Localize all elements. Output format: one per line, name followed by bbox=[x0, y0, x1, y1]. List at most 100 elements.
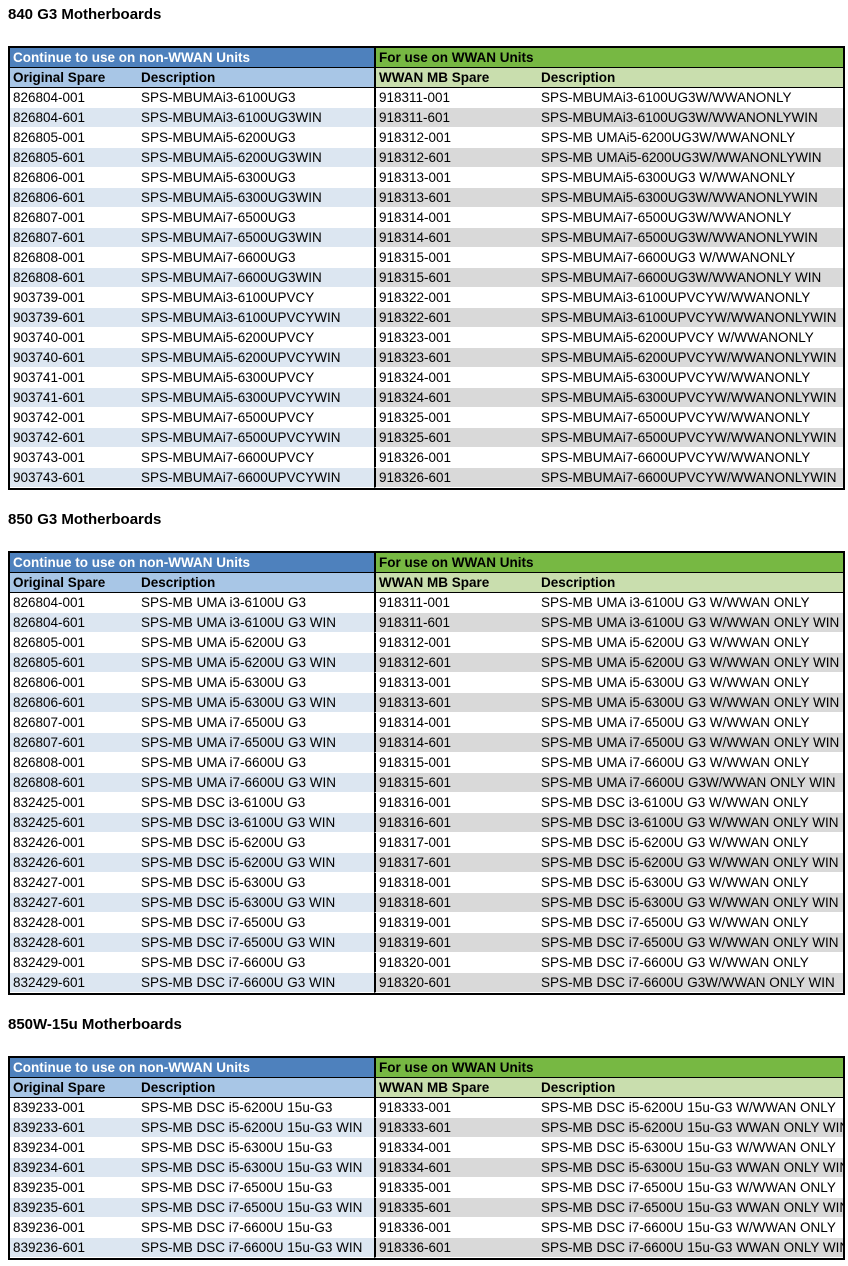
original-spare-cell: 826806-601 bbox=[10, 188, 135, 208]
description-cell: SPS-MBUMAi7-6600UG3 bbox=[135, 248, 374, 268]
table-row: 903741-001 SPS-MBUMAi5-6300UPVCY 918324-00… bbox=[10, 368, 843, 388]
original-spare-cell: 903740-001 bbox=[10, 328, 135, 348]
wwan-description-cell: SPS-MB DSC i5-6300U 15u-G3 W/WWAN ONLY bbox=[535, 1138, 843, 1158]
description-cell: SPS-MBUMAi5-6200UG3WIN bbox=[135, 148, 374, 168]
table-row: 903743-001 SPS-MBUMAi7-6600UPVCY 918326-00… bbox=[10, 448, 843, 468]
wwan-description-cell: SPS-MBUMAi5-6200UPVCYW/WWANONLYWIN bbox=[535, 348, 843, 368]
description-cell: SPS-MB DSC i7-6600U G3 WIN bbox=[135, 973, 374, 993]
wwan-mb-spare-cell: 918323-601 bbox=[374, 348, 535, 368]
description-cell: SPS-MB UMA i7-6600U G3 WIN bbox=[135, 773, 374, 793]
wwan-mb-spare-cell: 918325-001 bbox=[374, 408, 535, 428]
table-row: 839235-001 SPS-MB DSC i7-6500U 15u-G3 9183… bbox=[10, 1178, 843, 1198]
table-row: 839233-601 SPS-MB DSC i5-6200U 15u-G3 WIN… bbox=[10, 1118, 843, 1138]
wwan-mb-spare-cell: 918311-601 bbox=[374, 108, 535, 128]
wwan-description-cell: SPS-MB DSC i7-6500U 15u-G3 W/WWAN ONLY bbox=[535, 1178, 843, 1198]
description-cell: SPS-MB UMA i7-6500U G3 WIN bbox=[135, 733, 374, 753]
description-cell: SPS-MB DSC i5-6200U 15u-G3 bbox=[135, 1098, 374, 1118]
table-row: 832428-001 SPS-MB DSC i7-6500U G3 918319-0… bbox=[10, 913, 843, 933]
wwan-description-cell: SPS-MB DSC i5-6200U 15u-G3 W/WWAN ONLY bbox=[535, 1098, 843, 1118]
wwan-description-cell: SPS-MB UMA i5-6200U G3 W/WWAN ONLY bbox=[535, 633, 843, 653]
wwan-group-header: For use on WWAN Units bbox=[374, 48, 843, 68]
wwan-description-cell: SPS-MB UMA i7-6600U G3W/WWAN ONLY WIN bbox=[535, 773, 843, 793]
description-cell: SPS-MB UMA i5-6200U G3 bbox=[135, 633, 374, 653]
description-cell: SPS-MB DSC i5-6300U 15u-G3 WIN bbox=[135, 1158, 374, 1178]
wwan-description-cell: SPS-MB DSC i5-6300U 15u-G3 WWAN ONLY WIN bbox=[535, 1158, 843, 1178]
wwan-description-cell: SPS-MB DSC i7-6500U G3 W/WWAN ONLY WIN bbox=[535, 933, 843, 953]
table-row: 826805-001 SPS-MBUMAi5-6200UG3 918312-001 S… bbox=[10, 128, 843, 148]
description-cell: SPS-MB UMA i5-6200U G3 WIN bbox=[135, 653, 374, 673]
table-row: 903741-601 SPS-MBUMAi5-6300UPVCYWIN 918324… bbox=[10, 388, 843, 408]
original-spare-cell: 839234-001 bbox=[10, 1138, 135, 1158]
wwan-description-cell: SPS-MB UMA i7-6600U G3 W/WWAN ONLY bbox=[535, 753, 843, 773]
wwan-mb-spare-cell: 918323-001 bbox=[374, 328, 535, 348]
table-row: 826808-601 SPS-MB UMA i7-6600U G3 WIN 9183… bbox=[10, 773, 843, 793]
wwan-description-cell: SPS-MB UMA i7-6500U G3 W/WWAN ONLY WIN bbox=[535, 733, 843, 753]
wwan-description-cell: SPS-MB DSC i7-6600U 15u-G3 WWAN ONLY WIN bbox=[535, 1238, 843, 1258]
description-cell: SPS-MBUMAi7-6600UPVCYWIN bbox=[135, 468, 374, 488]
original-spare-cell: 826805-601 bbox=[10, 148, 135, 168]
column-header-description: Description bbox=[135, 573, 374, 593]
section-title: 850W-15u Motherboards bbox=[8, 1016, 182, 1033]
table-row: 903740-001 SPS-MBUMAi5-6200UPVCY 918323-00… bbox=[10, 328, 843, 348]
description-cell: SPS-MBUMAi3-6100UPVCYWIN bbox=[135, 308, 374, 328]
wwan-mb-spare-cell: 918315-001 bbox=[374, 248, 535, 268]
description-cell: SPS-MB DSC i5-6300U 15u-G3 bbox=[135, 1138, 374, 1158]
wwan-description-cell: SPS-MBUMAi7-6600UG3 W/WWANONLY bbox=[535, 248, 843, 268]
wwan-description-cell: SPS-MBUMAi7-6600UG3W/WWANONLY WIN bbox=[535, 268, 843, 288]
wwan-mb-spare-cell: 918315-601 bbox=[374, 268, 535, 288]
description-cell: SPS-MBUMAi7-6600UPVCY bbox=[135, 448, 374, 468]
wwan-description-cell: SPS-MBUMAi7-6500UPVCYW/WWANONLY bbox=[535, 408, 843, 428]
wwan-description-cell: SPS-MB DSC i5-6300U G3 W/WWAN ONLY WIN bbox=[535, 893, 843, 913]
wwan-mb-spare-cell: 918322-601 bbox=[374, 308, 535, 328]
column-header-row: Original Spare Description WWAN MB Spare… bbox=[10, 68, 843, 88]
table-row: 832429-601 SPS-MB DSC i7-6600U G3 WIN 9183… bbox=[10, 973, 843, 993]
original-spare-cell: 832428-001 bbox=[10, 913, 135, 933]
table-row: 903739-001 SPS-MBUMAi3-6100UPVCY 918322-00… bbox=[10, 288, 843, 308]
description-cell: SPS-MBUMAi3-6100UPVCY bbox=[135, 288, 374, 308]
original-spare-cell: 903741-001 bbox=[10, 368, 135, 388]
description-cell: SPS-MBUMAi3-6100UG3 bbox=[135, 88, 374, 108]
original-spare-cell: 826807-001 bbox=[10, 208, 135, 228]
wwan-description-cell: SPS-MBUMAi5-6300UPVCYW/WWANONLYWIN bbox=[535, 388, 843, 408]
table-row: 832425-601 SPS-MB DSC i3-6100U G3 WIN 9183… bbox=[10, 813, 843, 833]
section-840-g3: 840 G3 Motherboards Continue to use on n… bbox=[8, 6, 845, 490]
original-spare-cell: 826807-601 bbox=[10, 733, 135, 753]
table-row: 826806-601 SPS-MB UMA i5-6300U G3 WIN 9183… bbox=[10, 693, 843, 713]
original-spare-cell: 832428-601 bbox=[10, 933, 135, 953]
non-wwan-group-header: Continue to use on non-WWAN Units bbox=[10, 48, 374, 68]
wwan-mb-spare-cell: 918326-601 bbox=[374, 468, 535, 488]
original-spare-cell: 832425-601 bbox=[10, 813, 135, 833]
column-header-original-spare: Original Spare bbox=[10, 1078, 135, 1098]
original-spare-cell: 832426-601 bbox=[10, 853, 135, 873]
original-spare-cell: 832425-001 bbox=[10, 793, 135, 813]
spare-parts-table: Continue to use on non-WWAN Units For us… bbox=[8, 1056, 845, 1260]
description-cell: SPS-MB DSC i7-6500U G3 bbox=[135, 913, 374, 933]
table-row: 903743-601 SPS-MBUMAi7-6600UPVCYWIN 918326… bbox=[10, 468, 843, 488]
description-cell: SPS-MB UMA i5-6300U G3 WIN bbox=[135, 693, 374, 713]
table-row: 839233-001 SPS-MB DSC i5-6200U 15u-G3 9183… bbox=[10, 1098, 843, 1118]
wwan-mb-spare-cell: 918314-601 bbox=[374, 228, 535, 248]
group-header-row: Continue to use on non-WWAN Units For us… bbox=[10, 553, 843, 573]
wwan-description-cell: SPS-MBUMAi5-6300UG3 W/WWANONLY bbox=[535, 168, 843, 188]
wwan-group-header: For use on WWAN Units bbox=[374, 553, 843, 573]
table-row: 826807-001 SPS-MB UMA i7-6500U G3 918314-0… bbox=[10, 713, 843, 733]
description-cell: SPS-MB UMA i7-6600U G3 bbox=[135, 753, 374, 773]
wwan-description-cell: SPS-MBUMAi7-6500UG3W/WWANONLY bbox=[535, 208, 843, 228]
wwan-mb-spare-cell: 918313-001 bbox=[374, 673, 535, 693]
wwan-mb-spare-cell: 918322-001 bbox=[374, 288, 535, 308]
description-cell: SPS-MB UMA i3-6100U G3 bbox=[135, 593, 374, 613]
wwan-description-cell: SPS-MB DSC i7-6500U G3 W/WWAN ONLY bbox=[535, 913, 843, 933]
table-row: 826804-001 SPS-MBUMAi3-6100UG3 918311-001 S… bbox=[10, 88, 843, 108]
column-header-original-spare: Original Spare bbox=[10, 68, 135, 88]
wwan-description-cell: SPS-MB DSC i7-6600U G3 W/WWAN ONLY bbox=[535, 953, 843, 973]
original-spare-cell: 903743-601 bbox=[10, 468, 135, 488]
description-cell: SPS-MBUMAi5-6300UG3 bbox=[135, 168, 374, 188]
wwan-description-cell: SPS-MB DSC i5-6200U G3 W/WWAN ONLY WIN bbox=[535, 853, 843, 873]
wwan-description-cell: SPS-MBUMAi5-6200UPVCY W/WWANONLY bbox=[535, 328, 843, 348]
wwan-description-cell: SPS-MB DSC i3-6100U G3 W/WWAN ONLY bbox=[535, 793, 843, 813]
table-row: 826805-601 SPS-MBUMAi5-6200UG3WIN 918312-6… bbox=[10, 148, 843, 168]
table-row: 839235-601 SPS-MB DSC i7-6500U 15u-G3 WIN… bbox=[10, 1198, 843, 1218]
description-cell: SPS-MB UMA i7-6500U G3 bbox=[135, 713, 374, 733]
table-row: 826806-001 SPS-MBUMAi5-6300UG3 918313-001 S… bbox=[10, 168, 843, 188]
description-cell: SPS-MBUMAi3-6100UG3WIN bbox=[135, 108, 374, 128]
